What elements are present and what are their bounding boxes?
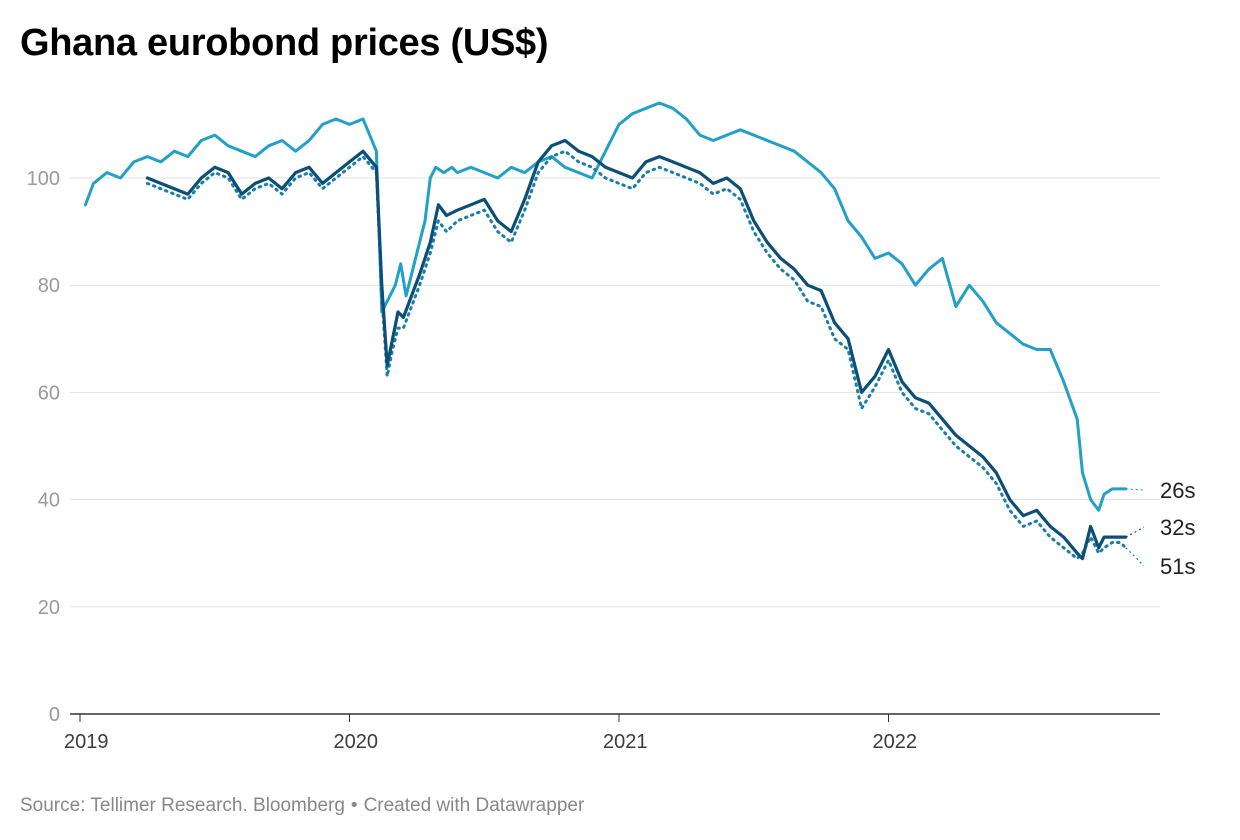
x-tick-label: 2022 [873,731,918,753]
series-line-32s [145,138,1128,561]
chart-footer: Source: Tellimer Research. Bloomberg • Cre… [20,795,584,817]
y-tick-label: 40 [38,490,60,512]
label-leader-51s [1125,547,1145,567]
x-tick-label: 2020 [334,731,379,753]
y-tick-label: 80 [38,275,60,297]
series-labels: 26s 32s 51s [1125,478,1195,579]
y-tick-label: 0 [49,704,60,726]
chart-title: Ghana eurobond prices (US$) [20,22,549,64]
y-tick-label: 100 [27,168,60,190]
series-label-32s: 32s [1160,515,1195,540]
label-leader-26s [1125,488,1144,491]
series-line-51s [145,149,1128,561]
footer-separator: • [350,795,358,816]
series-label-51s: 51s [1160,554,1195,579]
y-tick-label: 60 [38,382,60,404]
y-tick-label: 20 [38,597,60,619]
datawrapper-credit[interactable]: Created with Datawrapper [363,795,585,816]
x-axis-ticks: 2019 2020 2021 2022 [64,714,917,753]
gridlines [70,177,1160,715]
x-tick-label: 2021 [603,731,648,753]
y-axis-ticks: 0 20 40 60 80 100 [27,168,60,726]
series-lines [83,101,1128,561]
series-label-26s: 26s [1160,478,1195,503]
label-leader-32s [1125,526,1144,538]
source-note: Source: Tellimer Research. Bloomberg [20,795,345,816]
series-line-26s [83,101,1128,512]
x-tick-label: 2019 [64,731,109,753]
